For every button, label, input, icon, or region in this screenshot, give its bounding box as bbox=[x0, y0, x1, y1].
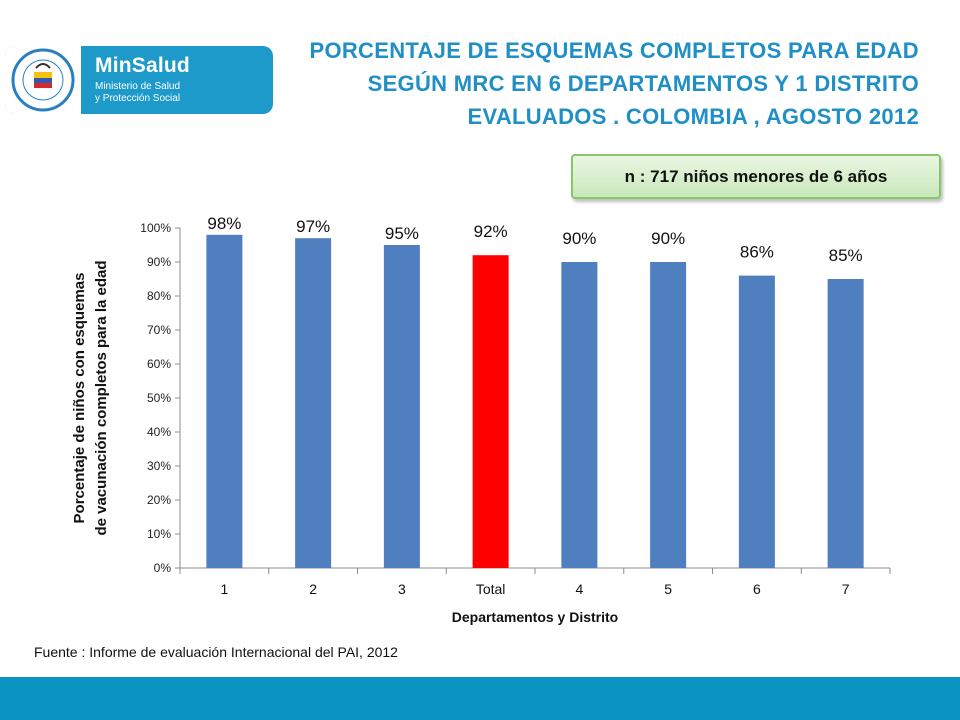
x-tick-label: 7 bbox=[842, 581, 850, 597]
data-label: 98% bbox=[207, 214, 241, 233]
minsalud-logo: MinSalud Ministerio de Salud y Protecció… bbox=[5, 46, 273, 114]
bar-chart: 0% 10% 20% 30% 40% 50% 60% 70% 80% 90% 100% 98% 1 97%… bbox=[71, 214, 891, 625]
slide-title: PORCENTAJE DE ESQUEMAS COMPLETOS PARA ED… bbox=[309, 38, 919, 129]
bar bbox=[561, 262, 598, 568]
y-tick-label: 30% bbox=[147, 459, 171, 473]
data-label: 97% bbox=[296, 217, 330, 236]
y-tick-label: 90% bbox=[147, 255, 171, 269]
y-tick-label: 60% bbox=[147, 357, 171, 371]
y-tick-label: 50% bbox=[147, 391, 171, 405]
y-axis-title-line: de vacunación completos para la edad bbox=[93, 260, 110, 535]
footer-band bbox=[0, 677, 960, 720]
x-tick-label: 5 bbox=[664, 581, 672, 597]
y-tick-label: 0% bbox=[154, 561, 172, 575]
bar bbox=[472, 255, 509, 568]
bar bbox=[650, 262, 687, 568]
y-tick-label: 10% bbox=[147, 527, 171, 541]
y-tick-label: 80% bbox=[147, 289, 171, 303]
data-label: 92% bbox=[474, 222, 508, 241]
colombia-seal-icon bbox=[5, 46, 81, 114]
bar bbox=[827, 279, 864, 568]
x-tick-label: 3 bbox=[398, 581, 406, 597]
data-label: 90% bbox=[562, 229, 596, 248]
y-axis-title-line: Porcentaje de niños con esquemas bbox=[71, 273, 88, 524]
logo-subtitle: Ministerio de Salud y Protección Social bbox=[95, 81, 181, 104]
sample-size-text: n : 717 niños menores de 6 años bbox=[624, 166, 888, 186]
data-label: 86% bbox=[740, 243, 774, 262]
y-tick-label: 20% bbox=[147, 493, 171, 507]
y-tick-label: 40% bbox=[147, 425, 171, 439]
bar bbox=[383, 245, 420, 568]
source-note: Fuente : Informe de evaluación Internaci… bbox=[34, 644, 398, 660]
bar bbox=[295, 238, 332, 568]
x-tick-label: 1 bbox=[220, 581, 228, 597]
y-tick-label: 70% bbox=[147, 323, 171, 337]
x-axis-title: Departamentos y Distrito bbox=[452, 609, 618, 625]
bar bbox=[738, 275, 775, 568]
data-label: 95% bbox=[385, 224, 419, 243]
x-tick-label: 6 bbox=[753, 581, 761, 597]
sample-size-note: n : 717 niños menores de 6 años bbox=[571, 154, 941, 199]
data-label: 90% bbox=[651, 229, 685, 248]
bar bbox=[206, 234, 243, 569]
x-tick-label: Total bbox=[476, 581, 506, 597]
x-tick-label: 2 bbox=[309, 581, 317, 597]
data-label: 85% bbox=[829, 246, 863, 265]
y-tick-label: 100% bbox=[140, 221, 171, 235]
logo-brand: MinSalud bbox=[95, 54, 190, 77]
x-tick-label: 4 bbox=[575, 581, 583, 597]
